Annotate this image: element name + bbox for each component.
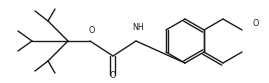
Text: NH: NH: [132, 22, 144, 32]
Text: O: O: [253, 19, 259, 27]
Text: O: O: [110, 71, 116, 81]
Text: O: O: [89, 25, 95, 35]
